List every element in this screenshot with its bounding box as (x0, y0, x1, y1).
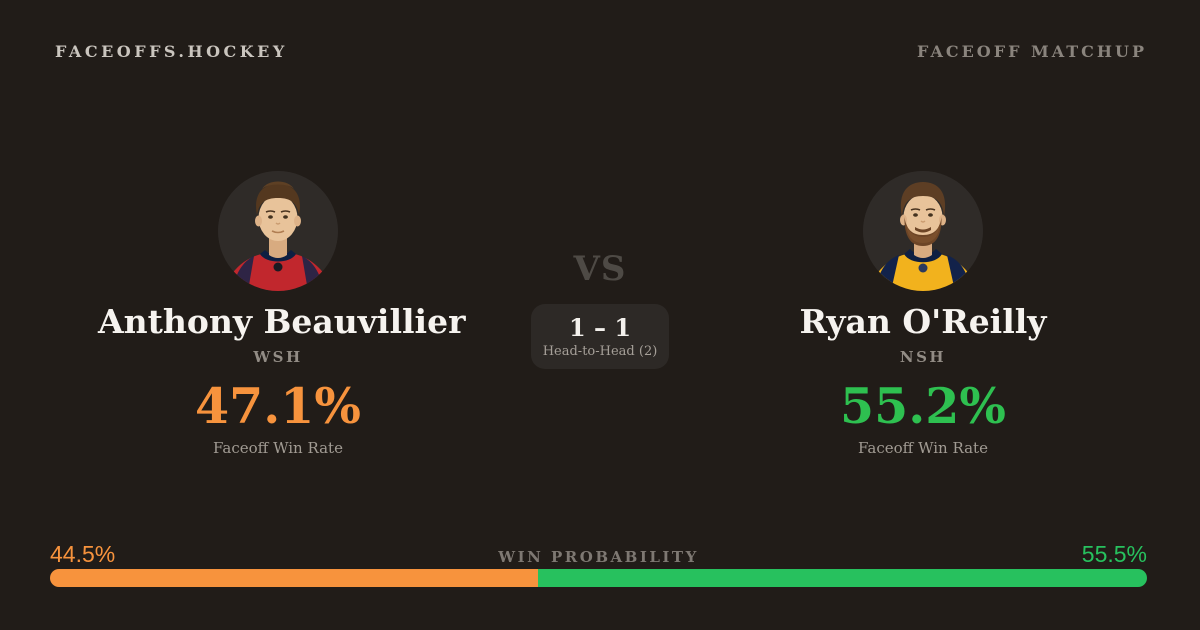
win-probability-title: WIN PROBABILITY (498, 548, 699, 566)
player-name: Ryan O'Reilly (799, 302, 1047, 341)
player-card-left: Anthony Beauvillier WSH 47.1% Faceoff Wi… (98, 171, 466, 458)
brand-logo-text: FACEOFFS.HOCKEY (55, 42, 288, 61)
faceoff-win-rate-value: 55.2% (840, 377, 1006, 436)
win-probability-bar (50, 569, 1147, 587)
win-probability-bar-right-segment (538, 569, 1147, 587)
head-to-head-box: 1 – 1 Head-to-Head (2) (531, 304, 669, 369)
player-avatar-left (218, 171, 338, 291)
player-card-right: Ryan O'Reilly NSH 55.2% Faceoff Win Rate (743, 171, 1103, 457)
player-headshot-icon (218, 171, 338, 291)
win-probability-right-pct: 55.5% (1081, 541, 1147, 567)
player-headshot-icon (863, 171, 983, 291)
player-team: NSH (899, 348, 947, 367)
player-team: WSH (253, 348, 303, 367)
head-to-head-label: Head-to-Head (2) (542, 344, 658, 359)
player-avatar-right (863, 171, 983, 291)
faceoff-win-rate-label: Faceoff Win Rate (858, 439, 988, 458)
vs-label: VS (573, 249, 627, 289)
faceoff-win-rate-value: 47.1% (195, 377, 361, 436)
header: FACEOFFS.HOCKEY FACEOFF MATCHUP (55, 42, 1147, 61)
player-name: Anthony Beauvillier (98, 302, 466, 341)
page-type-label: FACEOFF MATCHUP (917, 42, 1147, 61)
matchup-center: VS 1 – 1 Head-to-Head (2) (450, 249, 750, 369)
win-probability-left-pct: 44.5% (50, 541, 116, 567)
win-probability-bar-left-segment (50, 569, 539, 587)
win-probability-labels: 44.5% WIN PROBABILITY 55.5% (50, 541, 1147, 568)
head-to-head-score: 1 – 1 (568, 313, 632, 342)
faceoff-win-rate-label: Faceoff Win Rate (213, 439, 343, 458)
